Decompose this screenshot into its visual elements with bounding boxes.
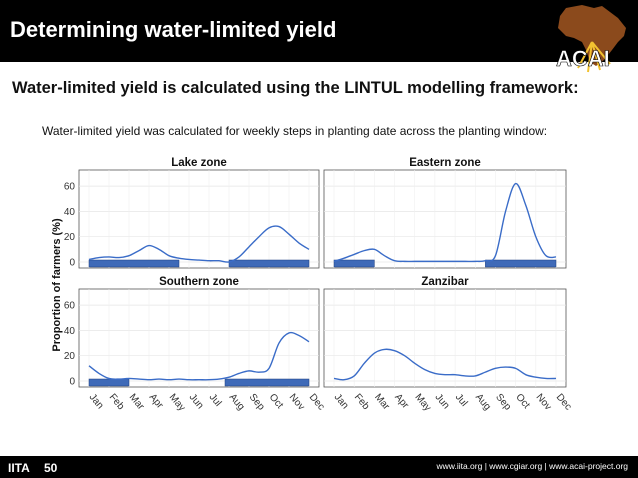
ray-icon — [577, 41, 611, 73]
x-tick-label: Jan — [87, 392, 106, 411]
x-tick-label: Oct — [513, 392, 532, 411]
y-tick-label: 20 — [64, 351, 76, 362]
panel-title: Zanzibar — [421, 276, 469, 288]
x-tick-label: Jul — [207, 392, 224, 409]
footer-bar: IITA 50 www.iita.org | www.cgiar.org | w… — [0, 456, 638, 478]
x-tick-label: May — [167, 392, 188, 414]
y-tick-label: 60 — [64, 182, 76, 193]
x-tick-label: Jun — [433, 392, 452, 411]
logo-text: ACAI — [556, 46, 610, 71]
planting-window-bar — [333, 259, 375, 268]
panel-title: Southern zone — [159, 276, 239, 288]
acai-logo: ACAI — [556, 5, 626, 73]
x-tick-label: Jun — [187, 392, 206, 411]
africa-map-icon — [558, 5, 626, 66]
y-tick-label: 20 — [64, 232, 76, 243]
x-tick-label: Aug — [227, 392, 247, 413]
series-line — [333, 182, 557, 263]
planting-window-bar — [228, 259, 310, 268]
planting-window-bar — [88, 259, 180, 268]
x-tick-label: Mar — [372, 392, 392, 413]
series-line — [333, 348, 557, 381]
x-tick-label: Sep — [247, 392, 267, 413]
x-tick-label: May — [412, 392, 433, 414]
footer-links: www.iita.org | www.cgiar.org | www.acai-… — [436, 461, 628, 471]
x-tick-label: Apr — [147, 392, 166, 412]
y-tick-label: 60 — [64, 301, 76, 312]
y-tick-label: 0 — [69, 377, 75, 388]
x-tick-label: Jan — [332, 392, 351, 411]
x-tick-label: Feb — [352, 392, 372, 413]
partner-logo-text: IITA — [8, 461, 30, 475]
description: Water-limited yield was calculated for w… — [42, 124, 548, 138]
planting-window-bar — [224, 378, 310, 387]
x-tick-label: Nov — [534, 392, 554, 413]
x-tick-label: Feb — [107, 392, 127, 413]
planting-window-bar — [485, 259, 557, 268]
title-bar: Determining water-limited yield — [0, 0, 638, 62]
faceted-line-chart: Proportion of farmers (%) Lake zone 0 20 40 6… — [51, 157, 574, 414]
x-tick-label: Jul — [453, 392, 470, 409]
series-line — [88, 331, 310, 381]
y-tick-label: 40 — [64, 207, 76, 218]
planting-window-bar — [88, 378, 130, 387]
panel-title: Lake zone — [171, 157, 227, 169]
iita-logo: IITA 50 — [8, 461, 58, 475]
anniversary-mark: 50 — [44, 461, 58, 475]
x-tick-label: Dec — [307, 392, 327, 413]
panel-title: Eastern zone — [409, 157, 481, 169]
x-tick-label: Nov — [287, 392, 307, 413]
panel-frame — [78, 169, 320, 269]
x-tick-label: Mar — [127, 392, 147, 413]
x-tick-label: Oct — [267, 392, 286, 411]
subtitle: Water-limited yield is calculated using … — [12, 79, 579, 97]
x-tick-label: Dec — [554, 392, 574, 413]
y-tick-label: 40 — [64, 326, 76, 337]
page-title: Determining water-limited yield — [10, 17, 337, 42]
series-line — [88, 225, 310, 263]
x-tick-label: Aug — [473, 392, 493, 413]
y-axis-label: Proportion of farmers (%) — [51, 218, 63, 352]
x-tick-label: Sep — [493, 392, 513, 413]
y-tick-label: 0 — [69, 258, 75, 269]
panel-frame — [323, 288, 567, 388]
x-tick-label: Apr — [392, 392, 411, 412]
